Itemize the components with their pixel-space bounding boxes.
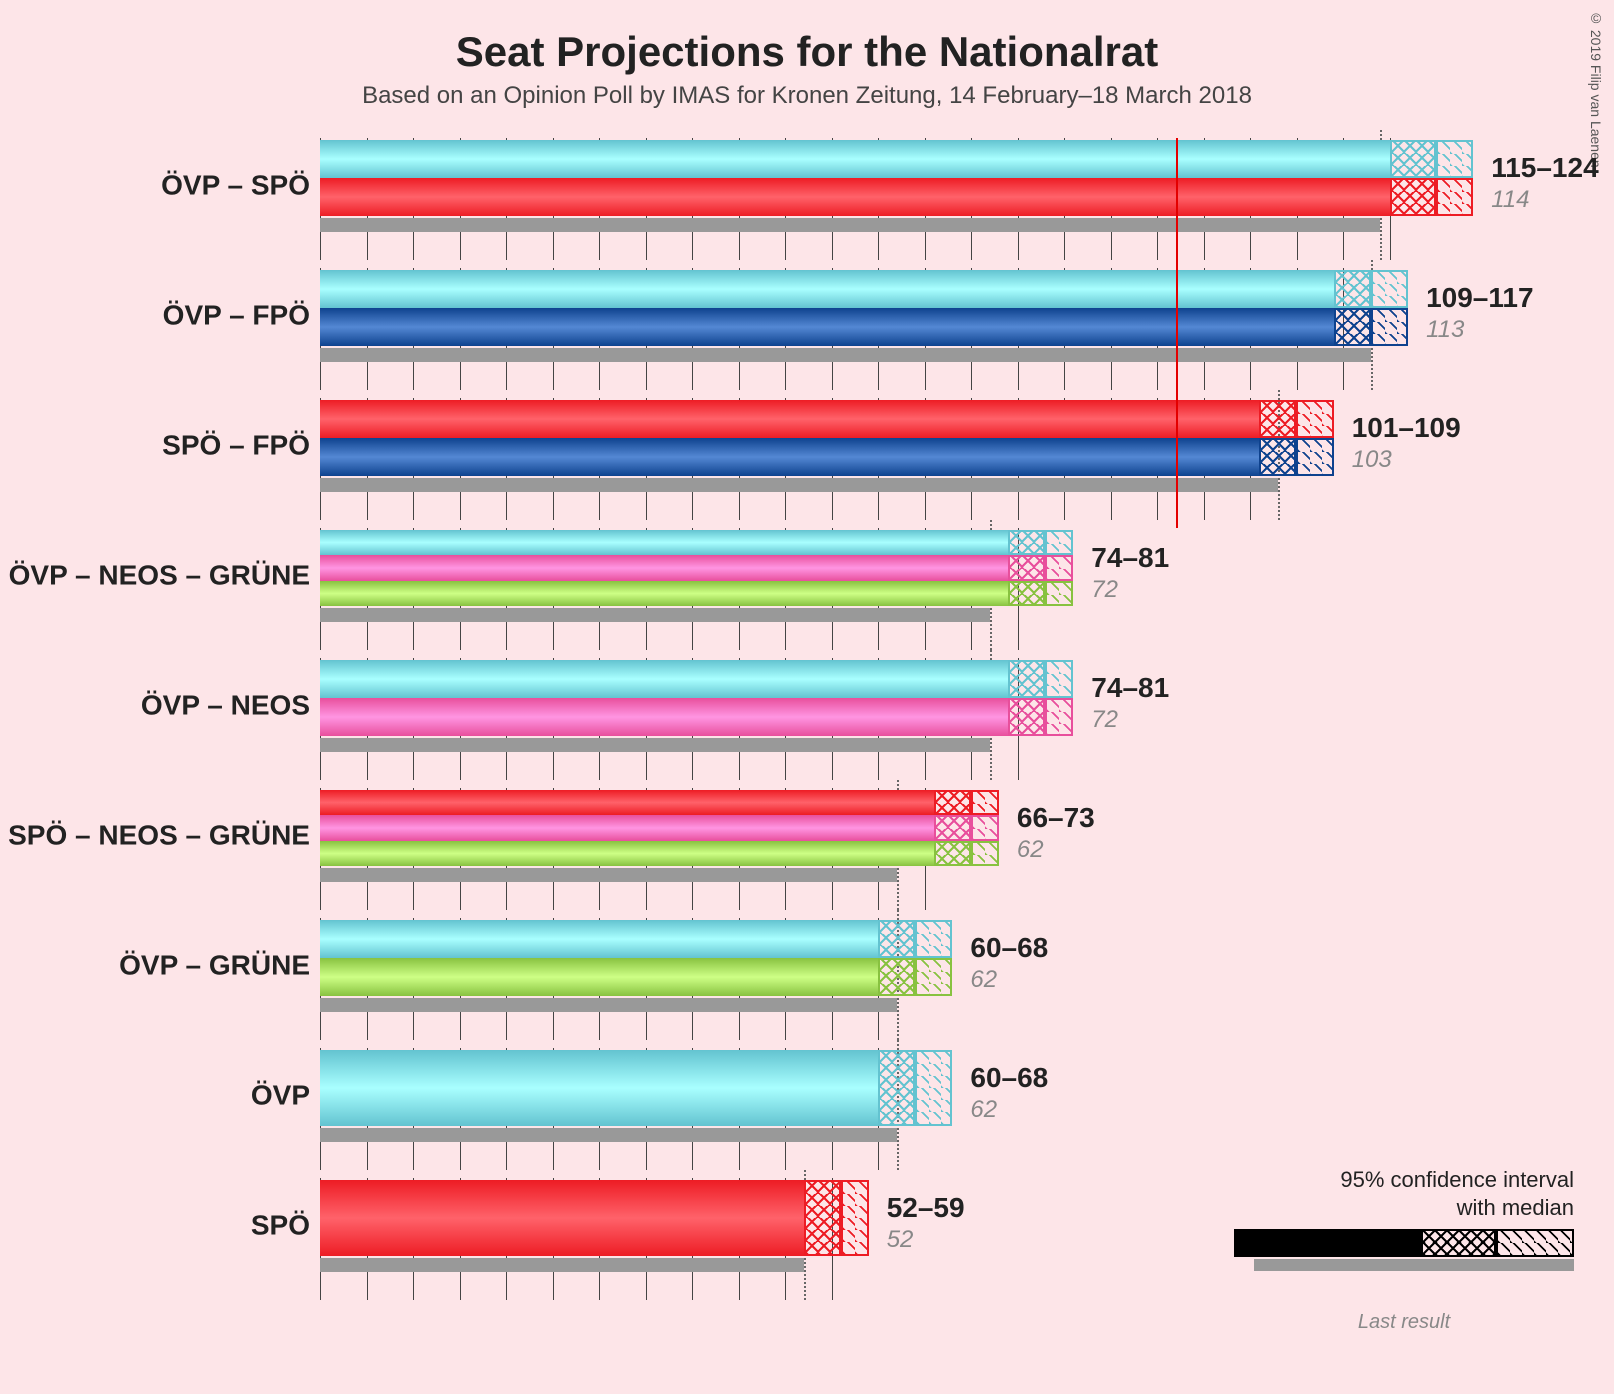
coalition-label: SPÖ – FPÖ — [0, 429, 310, 461]
last-result-bar — [320, 1128, 897, 1142]
projection-bar — [320, 530, 1008, 606]
coalition-row: SPÖ – FPÖ 101–109103 — [0, 390, 1614, 520]
confidence-interval — [878, 920, 952, 996]
last-result-bar — [320, 868, 897, 882]
confidence-interval — [1259, 400, 1333, 476]
last-result-label: 113 — [1426, 316, 1464, 344]
coalition-row: SPÖ – NEOS – GRÜNE 66–7362 — [0, 780, 1614, 910]
confidence-interval — [1008, 660, 1073, 736]
range-label: 74–81 — [1091, 542, 1169, 574]
coalition-label: SPÖ — [0, 1209, 310, 1241]
coalition-row: ÖVP – NEOS – GRÜNE 74–8172 — [0, 520, 1614, 650]
last-result-bar — [320, 1258, 804, 1272]
projection-bar — [320, 270, 1334, 346]
legend-bar — [1234, 1229, 1574, 1269]
coalition-label: ÖVP — [0, 1079, 310, 1111]
legend-title: 95% confidence interval with median — [1234, 1166, 1574, 1221]
last-result-bar — [320, 478, 1278, 492]
confidence-interval — [1390, 140, 1474, 216]
last-result-label: 62 — [1017, 836, 1044, 864]
majority-line — [1176, 138, 1178, 528]
coalition-row: ÖVP – FPÖ 109–117113 — [0, 260, 1614, 390]
coalition-row: ÖVP – SPÖ 115–124114 — [0, 130, 1614, 260]
range-label: 60–68 — [970, 932, 1048, 964]
coalition-row: ÖVP – NEOS 74–8172 — [0, 650, 1614, 780]
last-result-label: 114 — [1491, 186, 1529, 214]
legend: 95% confidence interval with median Last… — [1234, 1166, 1574, 1334]
legend-last-label: Last result — [1234, 1311, 1574, 1334]
projection-bar — [320, 660, 1008, 736]
coalition-label: ÖVP – NEOS – GRÜNE — [0, 559, 310, 591]
range-label: 115–124 — [1491, 152, 1598, 184]
confidence-interval — [804, 1180, 869, 1256]
last-result-bar — [320, 608, 990, 622]
last-result-bar — [320, 738, 990, 752]
coalition-row: ÖVP 60–6862 — [0, 1040, 1614, 1170]
coalition-label: SPÖ – NEOS – GRÜNE — [0, 819, 310, 851]
range-label: 66–73 — [1017, 802, 1095, 834]
range-label: 52–59 — [887, 1192, 965, 1224]
projection-bar — [320, 790, 934, 866]
projection-bar — [320, 140, 1390, 216]
range-label: 60–68 — [970, 1062, 1048, 1094]
chart-title: Seat Projections for the Nationalrat — [0, 0, 1614, 76]
projection-bar — [320, 920, 878, 996]
coalition-label: ÖVP – NEOS — [0, 689, 310, 721]
confidence-interval — [878, 1050, 952, 1126]
range-label: 74–81 — [1091, 672, 1169, 704]
coalition-label: ÖVP – GRÜNE — [0, 949, 310, 981]
chart-subtitle: Based on an Opinion Poll by IMAS for Kro… — [0, 82, 1614, 110]
confidence-interval — [1008, 530, 1073, 606]
last-result-label: 62 — [970, 1096, 997, 1124]
last-result-label: 72 — [1091, 706, 1118, 734]
last-result-bar — [320, 998, 897, 1012]
last-result-label: 62 — [970, 966, 997, 994]
coalition-row: ÖVP – GRÜNE 60–6862 — [0, 910, 1614, 1040]
last-result-label: 103 — [1352, 446, 1392, 474]
projection-bar — [320, 1180, 804, 1256]
legend-title-line2: with median — [1457, 1195, 1574, 1220]
last-result-label: 72 — [1091, 576, 1118, 604]
last-result-bar — [320, 348, 1371, 362]
legend-title-line1: 95% confidence interval — [1340, 1167, 1574, 1192]
coalition-label: ÖVP – SPÖ — [0, 169, 310, 201]
range-label: 101–109 — [1352, 412, 1461, 444]
projection-bar — [320, 1050, 878, 1126]
confidence-interval — [1334, 270, 1408, 346]
last-result-bar — [320, 218, 1380, 232]
projection-bar — [320, 400, 1259, 476]
last-result-label: 52 — [887, 1226, 914, 1254]
coalition-label: ÖVP – FPÖ — [0, 299, 310, 331]
confidence-interval — [934, 790, 999, 866]
range-label: 109–117 — [1426, 282, 1533, 314]
